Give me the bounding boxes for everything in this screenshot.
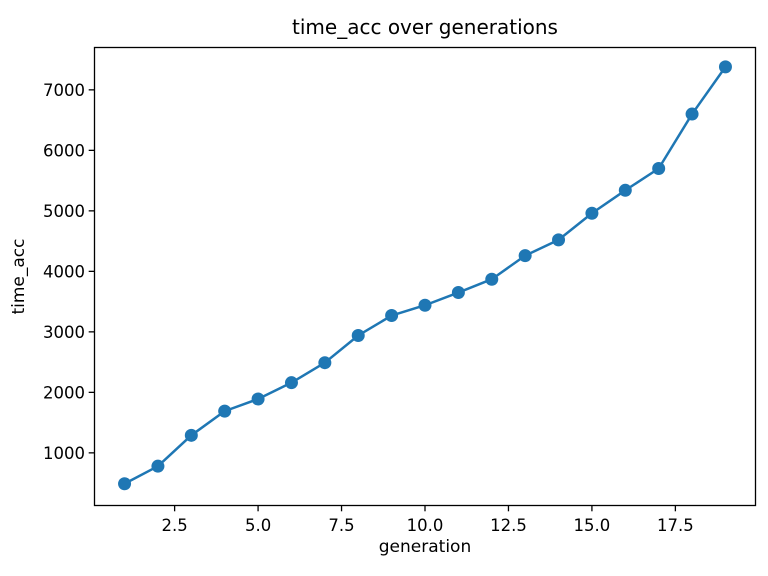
data-point-marker [251,392,265,406]
data-point-marker [218,404,232,418]
x-tick-label: 12.5 [490,516,527,535]
chart-title: time_acc over generations [292,15,558,39]
data-point-marker [318,356,332,370]
y-tick-label: 4000 [43,262,85,281]
y-tick-label: 3000 [43,323,85,342]
data-point-marker [518,249,532,263]
y-tick-label: 5000 [43,202,85,221]
data-point-marker [585,206,599,220]
data-point-marker [552,233,566,247]
data-point-marker [618,183,632,197]
data-point-marker [118,477,132,491]
data-point-marker [451,286,465,300]
data-point-marker [184,428,198,442]
data-point-marker [151,459,165,473]
x-tick-label: 15.0 [574,516,611,535]
x-tick-label: 5.0 [245,516,271,535]
data-series [118,60,732,491]
data-point-marker [652,162,666,176]
y-tick-label: 2000 [43,383,85,402]
y-tick-label: 6000 [43,141,85,160]
x-tick-label: 7.5 [328,516,354,535]
x-tick-label: 2.5 [161,516,187,535]
y-axis-label: time_acc [9,238,29,314]
data-point-marker [284,376,298,390]
data-point-marker [485,272,499,286]
data-point-marker [418,298,432,312]
y-tick-label: 1000 [43,444,85,463]
axis-ticks: 2.5 5.0 7.5 10.0 12.5 15.0 17.5 1000 2000 3000 400… [43,81,694,535]
x-tick-label: 10.0 [407,516,444,535]
data-point-marker [685,107,699,121]
x-axis-label: generation [379,537,471,557]
data-point-marker [385,309,399,323]
plot-area [93,46,757,507]
y-tick-label: 7000 [43,81,85,100]
data-point-marker [351,328,365,342]
x-tick-label: 17.5 [657,516,694,535]
data-point-marker [718,60,732,74]
